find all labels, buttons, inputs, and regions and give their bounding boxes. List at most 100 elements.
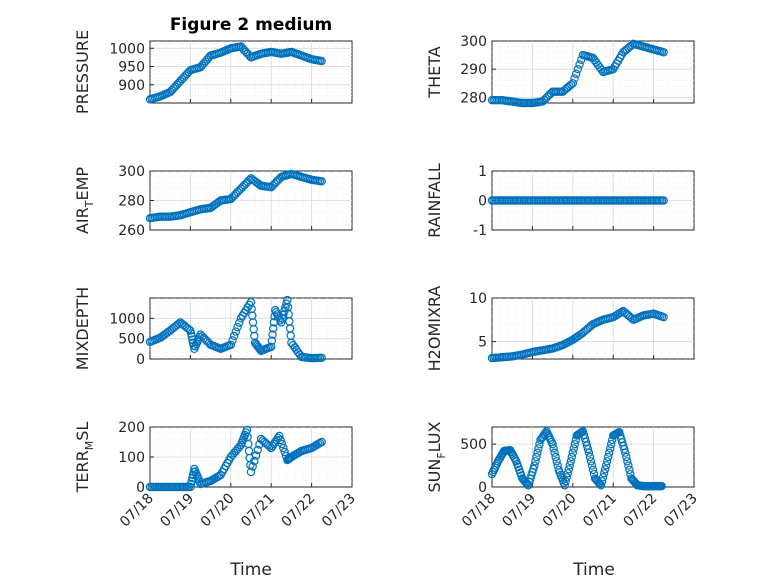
subplot-sun: 0 500 07/18 07/19 07/20 07/21 07/22 07/23 SUNFLU… <box>425 421 701 530</box>
data-point-interp <box>250 456 259 466</box>
y-tick-label: 10 <box>469 291 487 307</box>
data-point-interp <box>575 60 584 69</box>
x-tick-label: 07/22 <box>621 491 661 531</box>
data-point-interp <box>184 324 193 334</box>
subplot-pressure: 900 950 1000 PRESSURE <box>73 30 353 114</box>
y-axis-label-tail: SL <box>73 422 92 441</box>
x-tick-label: 07/19 <box>499 491 539 531</box>
data-point-interp <box>565 461 574 470</box>
y-tick-label: 0 <box>136 352 145 368</box>
y-axis-label: H2OMIXRA <box>425 286 444 372</box>
data-point-interp <box>233 322 242 332</box>
data-point-interp <box>583 444 593 454</box>
data-point-interp <box>585 452 595 462</box>
data-point-interp <box>267 336 277 345</box>
data-point-interp <box>626 469 635 479</box>
y-tick-label: 1000 <box>109 311 145 327</box>
chart-title: Figure 2 medium <box>170 15 332 35</box>
y-axis-label-main: THETA <box>425 46 444 98</box>
data-point-interp <box>279 443 288 453</box>
y-tick-label: 1 <box>478 164 487 180</box>
y-axis-label-main: PRESSURE <box>73 30 92 114</box>
data-point-interp <box>568 448 578 457</box>
data-point-interp <box>273 433 283 443</box>
data-point <box>584 448 594 457</box>
data-point-interp <box>562 473 571 482</box>
subplot-theta: 280 290 300 THETA <box>425 34 695 108</box>
data-point-interp <box>280 447 289 457</box>
data-point-interp <box>587 461 597 470</box>
data-point <box>566 457 575 466</box>
data-point-interp <box>563 469 572 478</box>
data-point-interp <box>620 445 629 454</box>
y-tick-label: 0 <box>478 194 487 210</box>
y-tick-label: 300 <box>460 34 487 50</box>
data-point-interp <box>606 439 616 449</box>
data-point <box>602 457 612 466</box>
data-point-interp <box>623 457 632 466</box>
data-point <box>275 431 284 441</box>
data-point-interp <box>269 324 278 333</box>
y-axis-label: SUNFLUX <box>425 421 448 492</box>
data-point-interp <box>549 444 558 453</box>
data-point <box>568 79 578 88</box>
data-point-interp <box>268 330 277 339</box>
y-axis-label-main: TERR <box>73 450 92 493</box>
data-point-interp <box>561 477 570 486</box>
x-tick-label: 07/20 <box>540 491 580 531</box>
y-tick-label: 300 <box>118 164 145 180</box>
data-point <box>560 481 569 490</box>
data-point-interp <box>567 452 576 462</box>
data-point-interp <box>598 473 608 482</box>
data-point <box>621 448 630 457</box>
y-axis-label: AIRTEMP <box>73 167 96 234</box>
data-point-interp <box>550 448 559 457</box>
y-axis-label-subscript: M <box>83 441 96 451</box>
data-point-interp <box>532 452 541 462</box>
x-tick-label: 07/21 <box>238 491 278 531</box>
data-point-interp <box>281 303 290 312</box>
data-point-interp <box>276 435 285 445</box>
data-point <box>657 481 666 491</box>
data-point-interp <box>186 329 196 338</box>
data-point-interp <box>622 452 631 462</box>
y-tick-label: 900 <box>118 78 145 94</box>
x-axis-label-left: Time <box>229 560 272 580</box>
y-axis-label-main: AIR <box>73 207 92 234</box>
y-axis-label-tail: LUX <box>425 421 444 452</box>
x-tick-label: 07/20 <box>198 491 238 531</box>
y-axis-label-main: MIXDEPTH <box>73 287 92 370</box>
data-point <box>267 342 276 351</box>
subplot-mixdepth: 0 500 1000 MIXDEPTH <box>73 287 353 370</box>
y-tick-label: 0 <box>136 480 145 496</box>
x-tick-label: 07/19 <box>157 491 197 531</box>
data-point-interp <box>231 327 241 336</box>
data-point <box>317 353 326 362</box>
y-tick-label: 200 <box>118 420 145 436</box>
data-point <box>548 439 557 449</box>
data-point-interp <box>235 442 244 452</box>
y-axis-label: RAINFALL <box>425 163 444 238</box>
y-tick-label: 260 <box>118 223 145 239</box>
data-point-interp <box>601 461 611 470</box>
subplot-air: 260 280 300 AIRTEMP <box>73 164 353 239</box>
y-axis-label: TERRMSL <box>73 422 96 494</box>
data-point-interp <box>569 444 579 453</box>
data-point-interp <box>235 318 244 327</box>
subplot-h2omixra: 5 10 H2OMIXRA <box>425 286 695 372</box>
data-point <box>226 340 235 349</box>
subplot-terr: 0 100 200 07/18 07/19 07/20 07/21 07/22 07/23 TER… <box>73 420 359 530</box>
data-point-interp <box>605 444 615 453</box>
data-point-interp <box>573 64 583 74</box>
data-point-interp <box>535 439 544 449</box>
data-point <box>596 481 606 490</box>
data-point-interp <box>599 469 609 478</box>
figure-title: Figure 2 medium <box>170 15 332 35</box>
y-tick-label: 290 <box>460 62 487 78</box>
y-tick-label: 950 <box>118 60 145 76</box>
y-axis-label: THETA <box>425 46 444 98</box>
y-tick-label: 1000 <box>109 41 145 57</box>
y-axis-label-subscript: T <box>83 200 96 208</box>
